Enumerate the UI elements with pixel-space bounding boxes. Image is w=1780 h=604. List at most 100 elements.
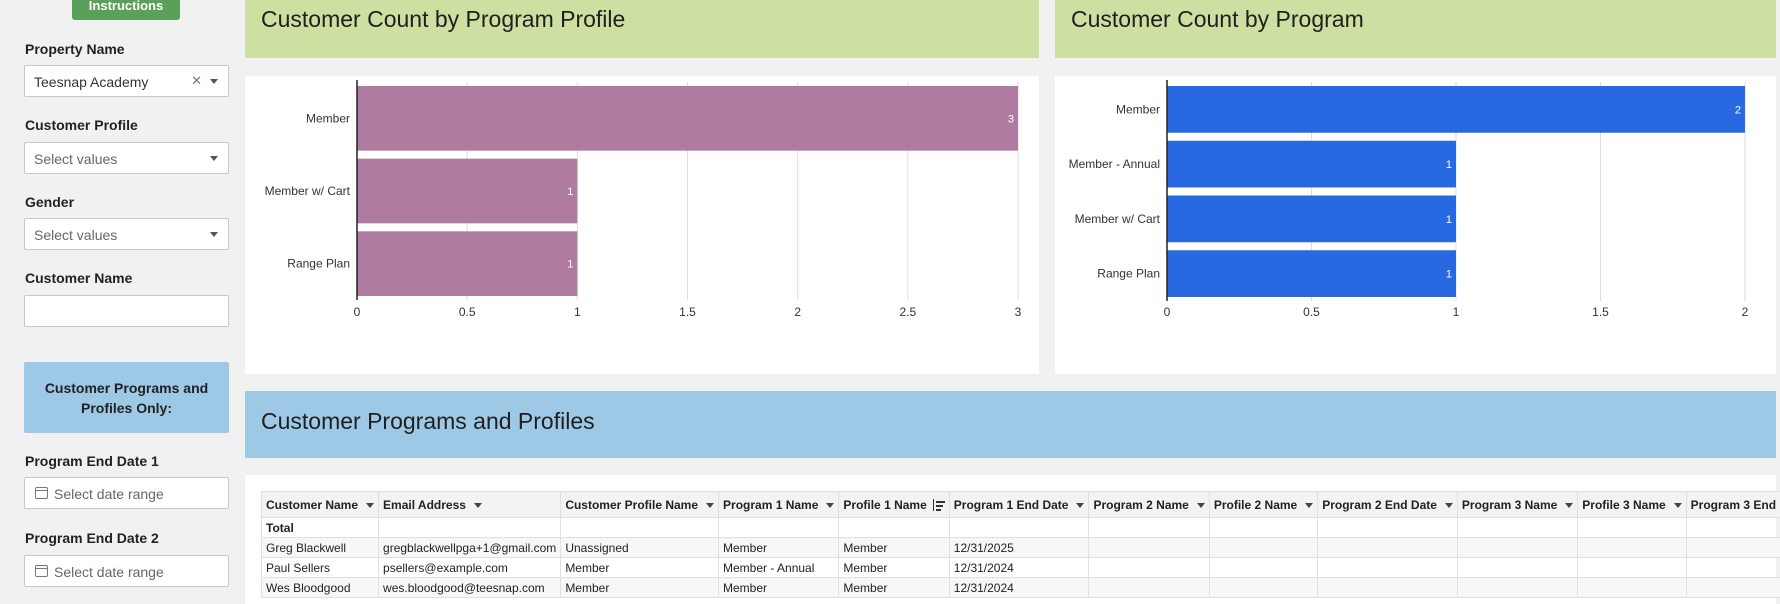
column-header[interactable]: Profile 3 Name <box>1577 491 1687 518</box>
table-cell <box>1088 577 1210 598</box>
bar <box>1167 86 1745 133</box>
property-name-label: Property Name <box>25 41 125 57</box>
program-end-date-2-label: Program End Date 2 <box>25 530 159 546</box>
table-cell <box>1685 517 1780 538</box>
table-cell <box>1577 537 1687 558</box>
table-cell: Member <box>560 557 720 578</box>
column-header-label: Profile 1 Name <box>843 497 927 512</box>
program-end-date-1-picker[interactable]: Select date range <box>24 477 229 509</box>
table-row[interactable]: Wes Bloodgood wes.bloodgood@teesnap.com Me… <box>260 577 1780 598</box>
x-tick-label: 2.5 <box>899 305 916 319</box>
column-header[interactable]: Program 3 Name <box>1456 491 1579 518</box>
table-header-row: Customer Name Email Address Customer Profi… <box>260 491 1780 518</box>
sort-dropdown-icon[interactable] <box>1565 502 1574 508</box>
filter-sidebar: Instructions Property Name Teesnap Acade… <box>0 0 245 604</box>
total-row: Total <box>260 517 1780 538</box>
table-cell <box>1208 577 1319 598</box>
programs-profiles-table: Customer Name Email Address Customer Profi… <box>260 491 1780 598</box>
profile-chart-title: Customer Count by Program Profile <box>261 6 626 32</box>
table-row[interactable]: Paul Sellers psellers@example.com Member Me… <box>260 557 1780 578</box>
customer-name-input[interactable] <box>24 295 229 327</box>
table-header: Customer Programs and Profiles <box>245 391 1776 458</box>
table-cell: Wes Bloodgood <box>260 577 380 598</box>
table-cell <box>1456 517 1579 538</box>
customer-profile-label: Customer Profile <box>25 117 138 133</box>
sort-dropdown-icon[interactable] <box>706 502 715 508</box>
clear-icon[interactable]: ✕ <box>191 73 202 88</box>
table-row[interactable]: Greg Blackwell gregblackwellpga+1@gmail.c… <box>260 537 1780 558</box>
table-cell <box>948 517 1090 538</box>
column-header-label: Email Address <box>383 497 466 512</box>
sort-dropdown-icon[interactable] <box>1444 502 1453 508</box>
calendar-icon <box>35 487 48 499</box>
x-tick-label: 1 <box>574 305 581 319</box>
table-cell: Member <box>838 577 950 598</box>
data-label: 1 <box>567 259 573 271</box>
column-header[interactable]: Program 3 End D <box>1685 491 1780 518</box>
sort-dropdown-icon[interactable] <box>1196 502 1205 508</box>
column-header[interactable]: Program 2 Name <box>1088 491 1210 518</box>
category-label: Member <box>1116 102 1160 116</box>
property-name-select[interactable]: Teesnap Academy ✕ <box>24 65 229 97</box>
column-header[interactable]: Program 2 End Date <box>1317 491 1458 518</box>
bar <box>357 86 1018 151</box>
sort-dropdown-icon[interactable] <box>1305 502 1314 508</box>
column-header[interactable]: Program 1 Name <box>718 491 840 518</box>
column-header[interactable]: Profile 1 Name <box>838 491 950 518</box>
bar <box>357 231 578 296</box>
table-cell <box>560 517 720 538</box>
data-label: 1 <box>1446 214 1452 226</box>
data-label: 1 <box>1446 269 1452 281</box>
column-header[interactable]: Customer Profile Name <box>560 491 720 518</box>
program-end-date-1-placeholder: Select date range <box>54 486 164 502</box>
chevron-down-icon[interactable] <box>210 156 218 161</box>
category-label: Member - Annual <box>1069 157 1160 171</box>
table-cell <box>1685 577 1780 598</box>
program-chart-header: Customer Count by Program <box>1055 0 1776 58</box>
table-cell: Total <box>260 517 380 538</box>
column-header[interactable]: Program 1 End Date <box>948 491 1090 518</box>
category-label: Member <box>306 111 350 125</box>
column-header-label: Program 2 End Date <box>1322 497 1437 512</box>
program-end-date-2-picker[interactable]: Select date range <box>24 555 229 587</box>
sort-dropdown-icon[interactable] <box>1076 502 1085 508</box>
x-tick-label: 1.5 <box>679 305 696 319</box>
category-label: Member w/ Cart <box>1075 212 1161 226</box>
bar <box>357 158 578 224</box>
programs-profiles-section-label: Customer Programs and Profiles Only: <box>24 362 229 433</box>
x-tick-label: 0 <box>1164 305 1171 319</box>
sort-dropdown-icon[interactable] <box>473 502 482 508</box>
gender-label: Gender <box>25 194 75 210</box>
table-cell: Member <box>718 577 840 598</box>
x-tick-label: 3 <box>1015 305 1022 319</box>
program-bar-chart: 0 0.5 1 1.5 2 Member 2 Member - Annual 1 Member w… <box>1069 80 1749 319</box>
x-tick-label: 0.5 <box>459 305 476 319</box>
table-cell: Greg Blackwell <box>260 537 380 558</box>
bar <box>1167 195 1456 243</box>
table-cell <box>1317 557 1458 578</box>
column-header[interactable]: Customer Name <box>260 491 380 518</box>
customer-profile-placeholder: Select values <box>34 151 118 167</box>
property-name-value: Teesnap Academy <box>34 74 149 90</box>
column-header-label: Program 3 End D <box>1690 497 1780 512</box>
table-cell <box>1208 557 1319 578</box>
column-header[interactable]: Email Address <box>378 491 562 518</box>
table-cell <box>1577 557 1687 578</box>
column-header[interactable]: Profile 2 Name <box>1208 491 1319 518</box>
x-tick-label: 1.5 <box>1592 305 1609 319</box>
data-label: 2 <box>1735 104 1741 116</box>
profile-chart-header: Customer Count by Program Profile <box>245 0 1039 58</box>
sort-dropdown-icon[interactable] <box>826 502 835 508</box>
profile-bar-chart: 0 0.5 1 1.5 2 2.5 3 Member 3 Member w/ Cart 1 Range… <box>265 80 1022 319</box>
table-cell: Member - Annual <box>718 557 840 578</box>
instructions-button[interactable]: Instructions <box>72 0 180 20</box>
customer-profile-select[interactable]: Select values <box>24 142 229 174</box>
gender-select[interactable]: Select values <box>24 218 229 250</box>
sort-dropdown-icon[interactable] <box>1673 502 1682 508</box>
sort-dropdown-icon[interactable] <box>366 502 375 508</box>
chevron-down-icon[interactable] <box>210 232 218 237</box>
column-header-label: Program 1 End Date <box>953 497 1069 512</box>
chevron-down-icon[interactable] <box>210 79 218 84</box>
sort-icon[interactable] <box>932 499 945 512</box>
table-cell <box>1317 537 1458 558</box>
